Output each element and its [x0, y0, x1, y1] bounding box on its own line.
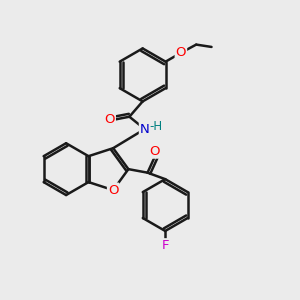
- Text: O: O: [176, 46, 186, 59]
- Text: O: O: [104, 113, 115, 126]
- Text: O: O: [150, 145, 160, 158]
- Text: O: O: [108, 184, 119, 196]
- Text: F: F: [161, 239, 169, 252]
- Text: N: N: [140, 123, 150, 136]
- Text: -H: -H: [149, 120, 163, 133]
